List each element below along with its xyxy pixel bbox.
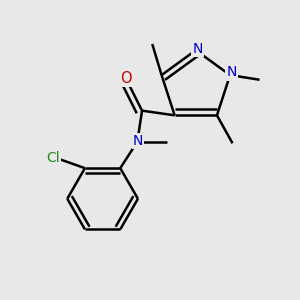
Text: N: N bbox=[226, 65, 237, 80]
Text: N: N bbox=[133, 134, 143, 148]
Text: O: O bbox=[121, 71, 132, 86]
Text: N: N bbox=[192, 42, 203, 56]
Text: Cl: Cl bbox=[46, 151, 59, 165]
